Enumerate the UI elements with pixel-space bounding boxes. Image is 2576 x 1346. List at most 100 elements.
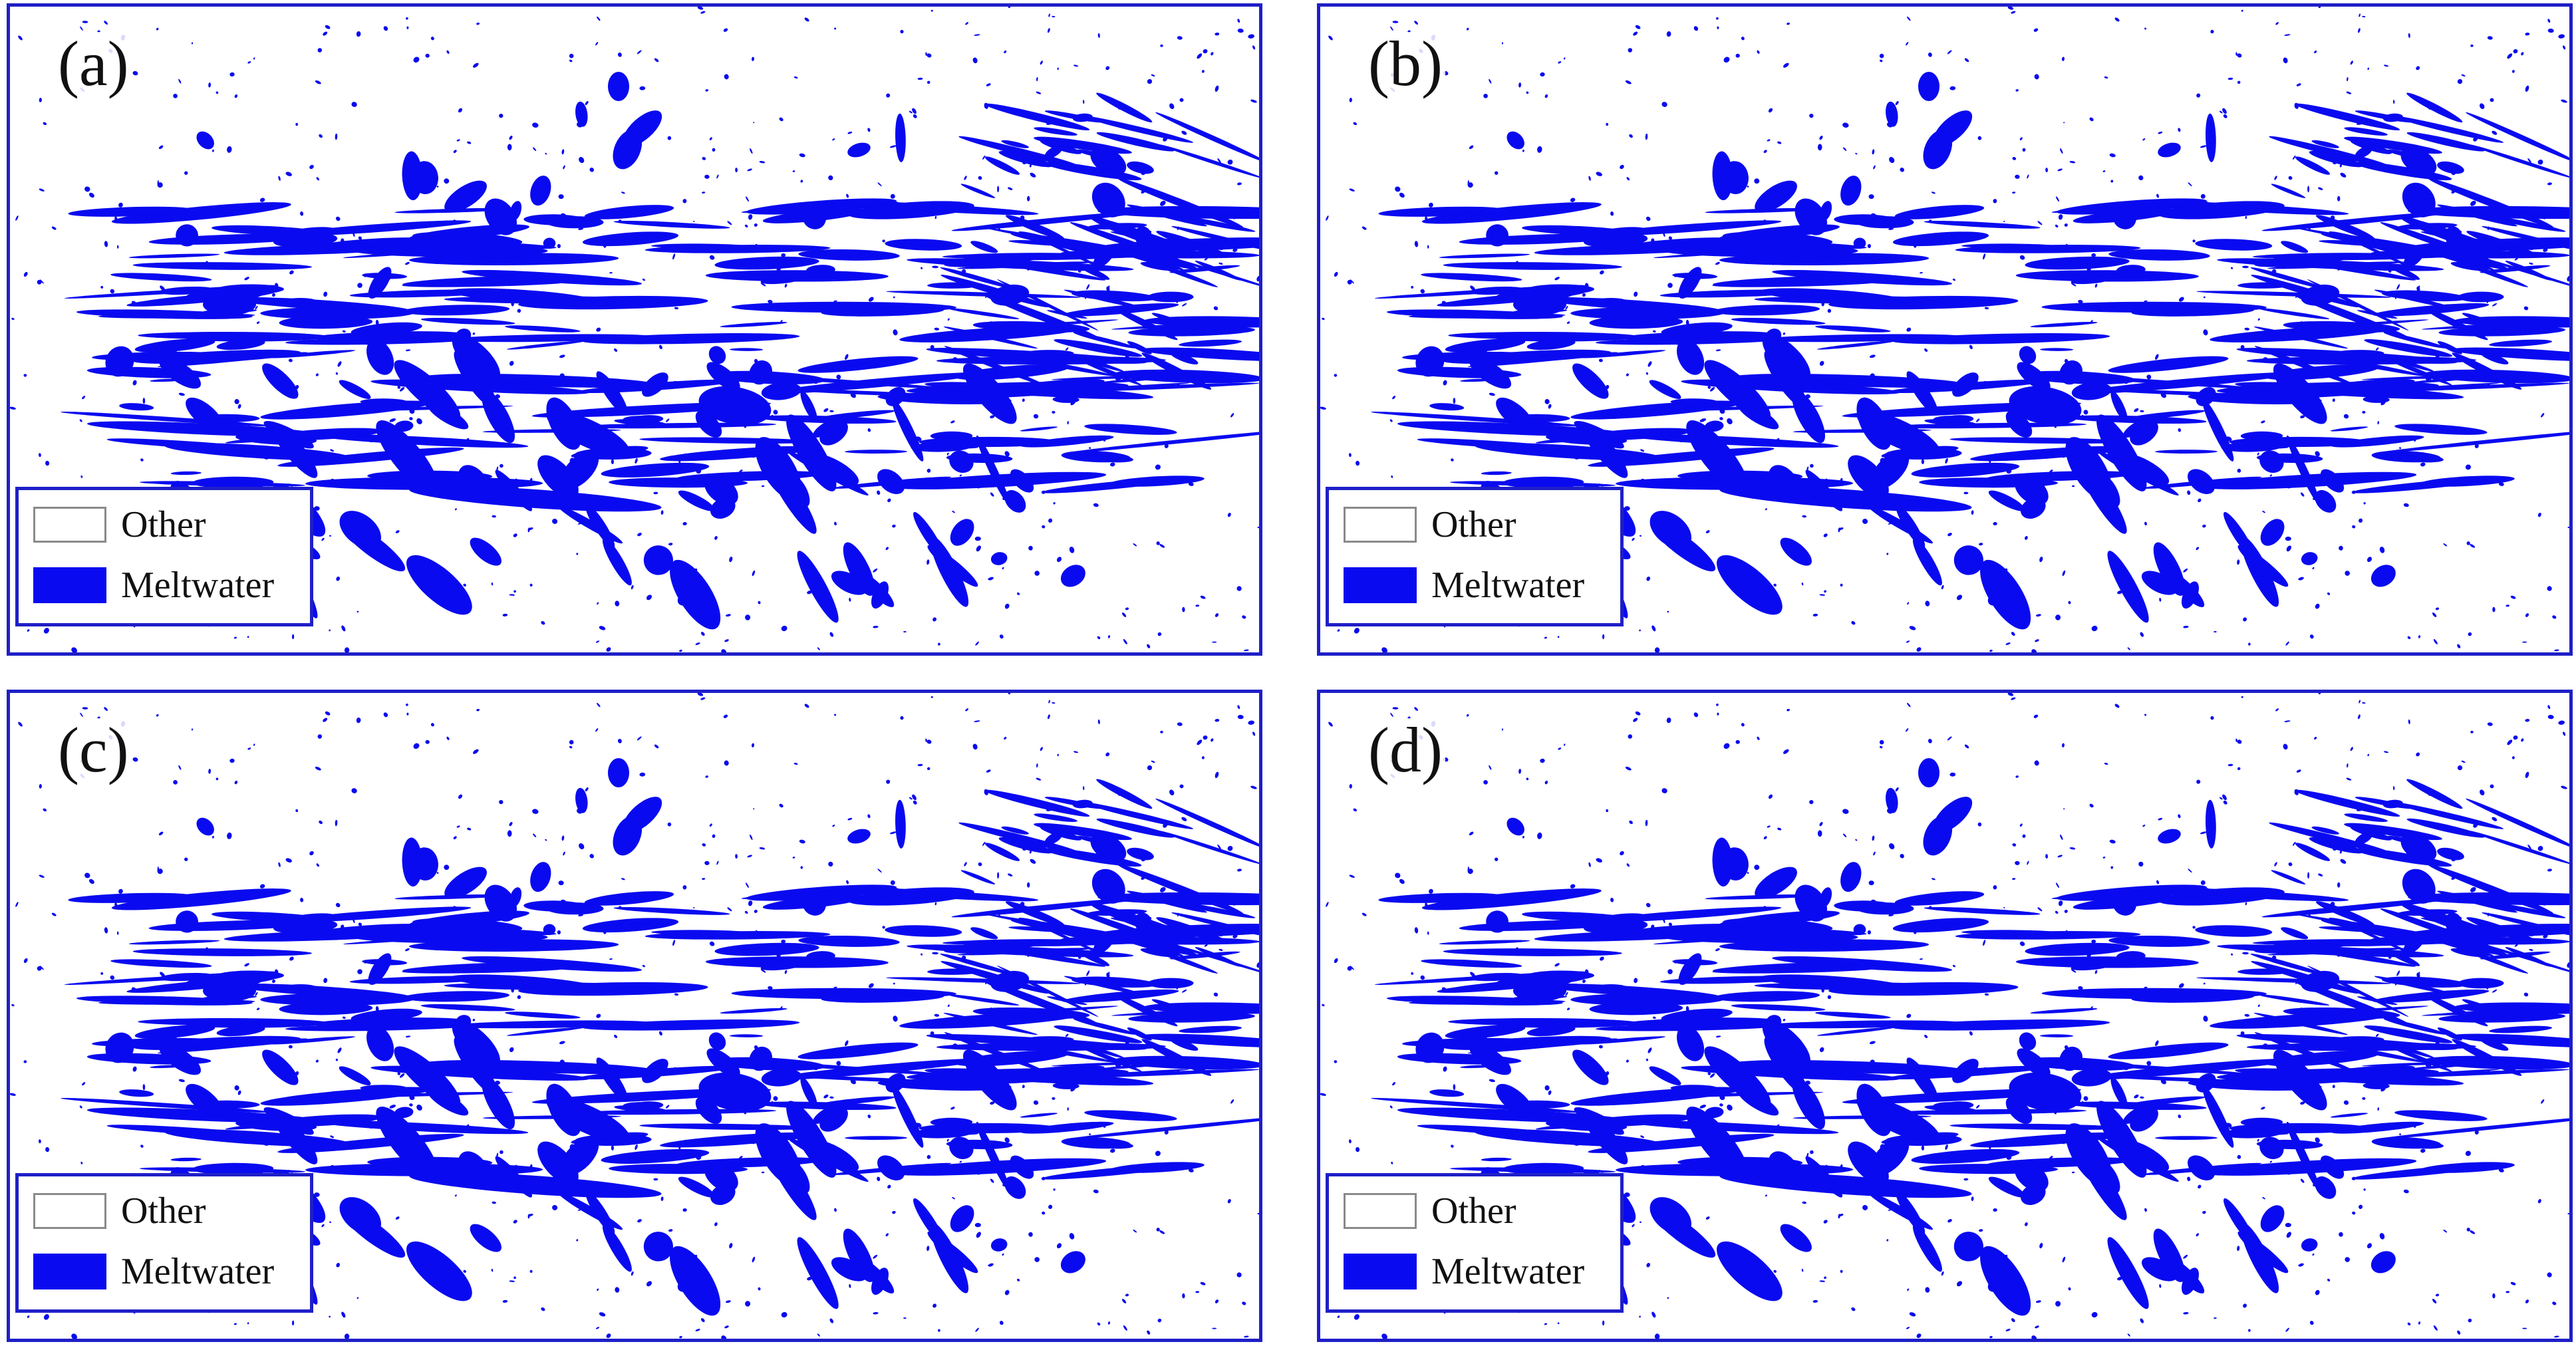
meltwater-patch xyxy=(667,136,672,140)
meltwater-patch xyxy=(1151,313,1183,325)
meltwater-patch xyxy=(2214,630,2217,633)
meltwater-patch xyxy=(39,279,44,284)
meltwater-patch xyxy=(1103,1125,1106,1128)
legend-item-other: Other xyxy=(1344,505,1516,545)
meltwater-patch xyxy=(2080,388,2284,398)
meltwater-patch xyxy=(462,269,643,286)
meltwater-patch xyxy=(2214,1317,2217,1319)
meltwater-patch xyxy=(449,974,595,990)
meltwater-patch xyxy=(329,535,332,537)
meltwater-patch xyxy=(2525,1299,2529,1303)
meltwater-patch xyxy=(1969,344,1973,350)
meltwater-patch xyxy=(2045,168,2049,173)
meltwater-patch xyxy=(1448,1017,1630,1026)
meltwater-patch xyxy=(595,42,599,46)
meltwater-patch xyxy=(2296,942,2299,946)
meltwater-patch xyxy=(2178,128,2181,132)
meltwater-patch xyxy=(1107,635,1111,638)
meltwater-patch xyxy=(2019,823,2023,827)
meltwater-patch xyxy=(2513,247,2518,252)
meltwater-patch xyxy=(534,219,537,222)
meltwater-patch xyxy=(873,568,878,573)
meltwater-patch xyxy=(716,861,719,865)
meltwater-patch xyxy=(1801,1268,1804,1272)
meltwater-patch xyxy=(1020,1121,1114,1134)
meltwater-patch xyxy=(1819,594,1826,596)
meltwater-patch xyxy=(2435,1040,2440,1045)
meltwater-patch xyxy=(964,176,967,180)
meltwater-patch xyxy=(1108,982,1113,986)
meltwater-patch xyxy=(1093,1141,1133,1149)
meltwater-patch xyxy=(2457,78,2463,84)
meltwater-patch xyxy=(1496,346,1499,348)
meltwater-patch xyxy=(1089,1133,1091,1136)
meltwater-patch xyxy=(1125,354,1130,358)
meltwater-patch xyxy=(2547,869,2552,872)
meltwater-patch xyxy=(406,1247,410,1251)
meltwater-patch xyxy=(849,1283,851,1288)
meltwater-patch xyxy=(329,1221,332,1223)
meltwater-patch xyxy=(913,800,917,805)
meltwater-patch xyxy=(1237,28,1244,33)
meltwater-patch xyxy=(947,318,950,321)
meltwater-patch xyxy=(386,274,392,281)
meltwater-patch xyxy=(2286,1121,2321,1192)
legend-label: Meltwater xyxy=(121,565,275,606)
meltwater-patch xyxy=(499,113,503,118)
meltwater-patch xyxy=(760,282,766,287)
meltwater-patch xyxy=(79,1105,82,1109)
meltwater-patch xyxy=(637,1219,642,1223)
meltwater-patch xyxy=(2158,131,2163,134)
meltwater-patch xyxy=(1183,896,1187,902)
meltwater-patch xyxy=(2243,617,2247,622)
meltwater-patch xyxy=(2112,205,2136,229)
meltwater-patch xyxy=(2083,1096,2088,1101)
meltwater-patch xyxy=(2237,1154,2241,1159)
meltwater-patch xyxy=(2359,518,2363,523)
meltwater-patch xyxy=(599,626,606,630)
meltwater-patch xyxy=(344,647,350,652)
meltwater-patch xyxy=(1731,235,1737,241)
meltwater-patch xyxy=(1151,999,1183,1011)
meltwater-patch xyxy=(700,697,706,700)
meltwater-patch xyxy=(458,794,463,799)
meltwater-patch xyxy=(1810,1150,1814,1154)
meltwater-patch xyxy=(1984,307,1989,310)
meltwater-patch xyxy=(1574,1107,1624,1135)
meltwater-patch xyxy=(581,1019,800,1031)
meltwater-patch xyxy=(1200,1281,1206,1285)
meltwater-patch xyxy=(1518,82,1522,88)
meltwater-patch xyxy=(2296,769,2301,773)
meltwater-patch xyxy=(446,50,450,54)
meltwater-patch xyxy=(2487,36,2493,40)
meltwater-patch xyxy=(15,215,19,221)
meltwater-patch xyxy=(2037,907,2043,912)
meltwater-patch xyxy=(2451,189,2457,194)
meltwater-patch xyxy=(730,1034,764,1037)
meltwater-patch xyxy=(821,992,944,1003)
meltwater-patch xyxy=(603,243,607,248)
meltwater-patch xyxy=(1557,636,1560,638)
meltwater-patch xyxy=(1953,545,1984,575)
meltwater-patch xyxy=(646,595,652,601)
meltwater-patch xyxy=(1780,1224,1812,1252)
meltwater-patch xyxy=(2198,1184,2202,1189)
map-panel-b: (b) Other Meltwater xyxy=(1317,3,2573,656)
meltwater-patch xyxy=(978,1144,982,1148)
meltwater-patch xyxy=(2034,760,2039,766)
meltwater-patch xyxy=(670,1246,721,1316)
meltwater-patch xyxy=(285,172,292,176)
meltwater-patch xyxy=(295,122,299,126)
meltwater-patch xyxy=(2178,428,2182,432)
meltwater-patch xyxy=(2063,122,2065,124)
meltwater-patch xyxy=(1395,873,1401,878)
meltwater-patch xyxy=(409,1172,662,1198)
meltwater-patch xyxy=(2366,557,2372,563)
meltwater-patch xyxy=(560,1137,599,1176)
meltwater-patch xyxy=(1624,506,1630,511)
meltwater-patch xyxy=(2257,994,2330,1006)
meltwater-patch xyxy=(1414,21,1418,25)
meltwater-patch xyxy=(1029,850,1032,854)
meltwater-patch xyxy=(569,422,776,429)
meltwater-patch xyxy=(1391,475,1393,478)
